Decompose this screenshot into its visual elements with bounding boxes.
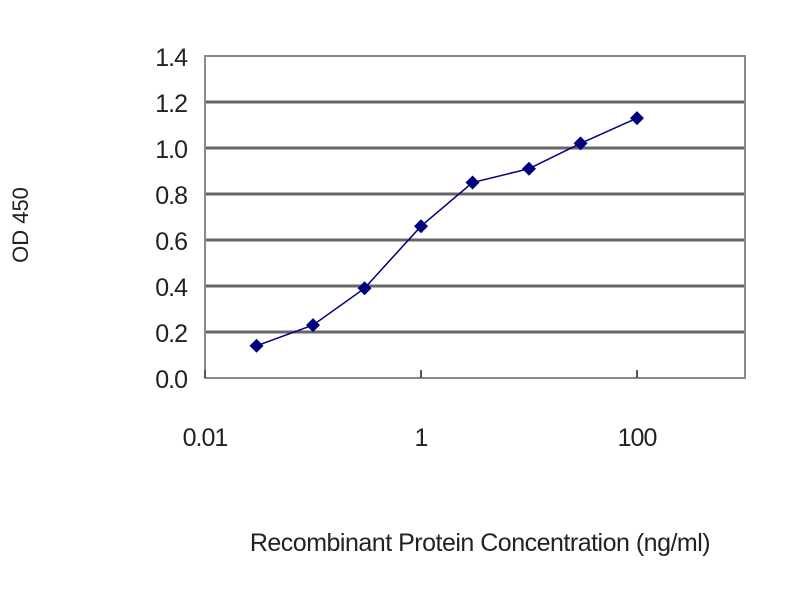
x-axis-ticks: 0.01 1 100 [183, 370, 657, 452]
data-point [249, 338, 264, 353]
data-point [414, 219, 428, 234]
data-point [573, 136, 588, 151]
data-point [465, 175, 480, 190]
series-markers [249, 111, 644, 353]
y-tick-label: 1.4 [155, 44, 188, 72]
data-point [630, 111, 644, 126]
y-tick-label: 0.4 [155, 274, 188, 302]
y-tick-label: 1.0 [155, 136, 187, 164]
x-tick-label: 100 [618, 424, 657, 452]
data-point [522, 161, 536, 176]
y-tick-label: 1.2 [155, 90, 187, 118]
plot-area-frame [204, 55, 746, 379]
x-tick-label: 1 [415, 424, 428, 452]
y-tick-label: 0.0 [155, 366, 187, 394]
data-point [357, 281, 372, 296]
y-axis-label: OD 450 [8, 187, 33, 263]
y-axis-ticks: 0.0 0.2 0.4 0.6 0.8 1.0 1.2 1.4 [155, 44, 189, 394]
gridlines [205, 100, 745, 334]
x-tick-label: 0.01 [183, 424, 228, 452]
series-line [256, 117, 638, 347]
y-tick-label: 0.8 [155, 182, 187, 210]
y-tick-label: 0.6 [155, 228, 187, 256]
x-axis-label: Recombinant Protein Concentration (ng/ml… [250, 529, 710, 557]
data-point [306, 318, 320, 333]
y-tick-label: 0.2 [155, 320, 187, 348]
